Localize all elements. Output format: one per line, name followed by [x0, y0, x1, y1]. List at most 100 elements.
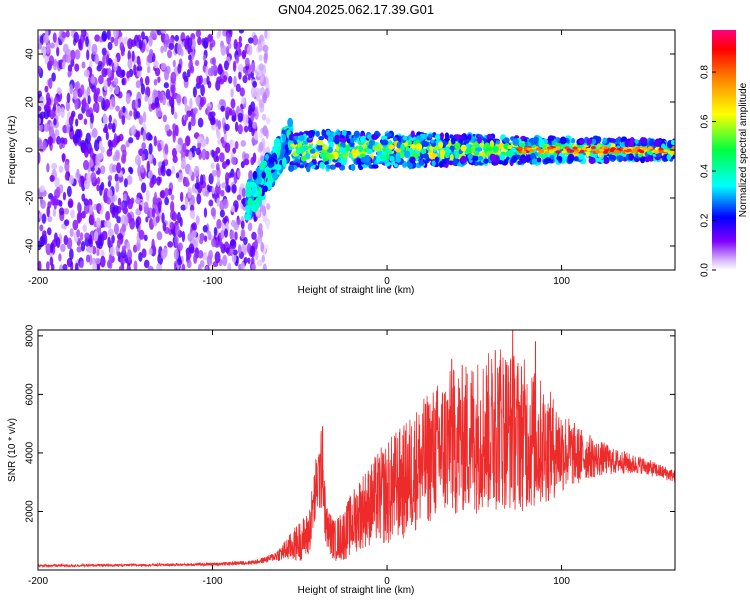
- spectrogram-cell: [177, 63, 182, 74]
- spectrogram-cell: [299, 134, 305, 142]
- spectrogram-cell: [77, 201, 81, 212]
- spectrogram-cell: [671, 146, 675, 150]
- spectrogram-cell: [507, 150, 514, 157]
- spectrogram-cell: [201, 148, 207, 161]
- spectrogram-cell: [258, 98, 265, 108]
- spectrogram-cell: [252, 170, 258, 180]
- spectrogram-cell: [264, 153, 270, 161]
- spectrogram-cell: [492, 146, 498, 152]
- colorbar: 0.0 0.2 0.4 0.6 0.8 Normalized spectral ampl…: [700, 30, 749, 277]
- spectrogram-cell: [418, 160, 425, 166]
- spectrogram-cell: [260, 74, 264, 84]
- spectrogram-cell: [341, 129, 347, 137]
- spectrogram-cell: [520, 157, 527, 163]
- spectrogram-cell: [371, 164, 379, 169]
- spectrogram-cell: [123, 178, 128, 188]
- spectrogram-cell: [281, 134, 287, 143]
- spectrogram-cell: [543, 152, 548, 159]
- spectrogram-cell: [111, 164, 117, 173]
- spectrogram-cell: [171, 165, 176, 175]
- spectrogram-cell: [136, 70, 142, 78]
- spectrogram-cell: [63, 137, 68, 145]
- spectrogram-cell: [129, 167, 134, 175]
- spectrogram-cell: [295, 147, 302, 155]
- spectrogram-cell: [64, 219, 70, 227]
- spectrogram-cell: [444, 151, 450, 159]
- spectrogram-cell: [402, 136, 408, 141]
- spectrogram-cell: [460, 155, 467, 164]
- spectrogram-y-tick-label: 0: [25, 147, 36, 153]
- spectrogram-cell: [148, 247, 153, 255]
- spectrogram-cell: [97, 95, 104, 103]
- spectrogram-cell: [234, 231, 238, 241]
- spectrogram-cell: [315, 130, 320, 137]
- spectrogram-cell: [177, 242, 183, 252]
- spectrogram-cell: [83, 159, 89, 171]
- spectrogram-cell: [113, 223, 120, 235]
- spectrogram-cell: [38, 42, 43, 50]
- spectrogram-cell: [146, 65, 151, 74]
- spectrogram-cell: [219, 241, 224, 249]
- spectrogram-cell: [223, 75, 227, 83]
- spectrogram-cell: [172, 131, 176, 143]
- spectrogram-cell: [353, 130, 361, 139]
- spectrogram-cell: [174, 224, 180, 236]
- spectrogram-cell: [148, 170, 153, 179]
- spectrogram-cell: [272, 171, 279, 181]
- spectrogram-cell: [49, 174, 55, 182]
- spectrogram-cell: [280, 148, 286, 155]
- spectrogram-cell: [248, 170, 253, 181]
- spectrogram-cell: [434, 156, 440, 163]
- spectrogram-cell: [60, 243, 66, 253]
- spectrogram-cell: [503, 137, 510, 143]
- spectrogram-cell: [49, 242, 54, 254]
- spectrogram-cell: [85, 109, 92, 118]
- spectrogram-x-tick-label: -100: [203, 276, 223, 287]
- spectrogram-cell: [70, 209, 75, 219]
- spectrogram-x-tick-label: 100: [553, 276, 570, 287]
- spectrogram-cell: [153, 60, 159, 69]
- spectrogram-cell: [114, 173, 119, 182]
- spectrogram-cell: [243, 213, 251, 221]
- spectrogram-cell: [167, 188, 173, 196]
- spectrogram-cell: [366, 134, 373, 140]
- spectrogram-cell: [245, 204, 251, 215]
- spectrogram-cell: [135, 208, 140, 216]
- spectrogram-cell: [561, 150, 567, 154]
- spectrogram-cell: [247, 222, 253, 232]
- spectrogram-cell: [220, 189, 225, 197]
- spectrogram-cell: [72, 219, 79, 231]
- spectrogram-cell: [140, 164, 145, 174]
- spectrogram-cell: [236, 218, 241, 225]
- spectrogram-cell: [115, 105, 120, 112]
- spectrogram-cell: [114, 56, 118, 68]
- spectrogram-cell: [52, 32, 57, 43]
- spectrogram-cell: [55, 105, 62, 117]
- spectrogram-cell: [65, 30, 70, 38]
- spectrogram-cell: [108, 253, 113, 265]
- spectrogram-cell: [74, 98, 79, 110]
- spectrogram-cell: [55, 237, 61, 248]
- spectrogram-cell: [205, 265, 209, 270]
- spectrogram-cell: [162, 222, 167, 232]
- spectrogram-cell: [464, 138, 470, 144]
- spectrogram-cell: [79, 232, 84, 241]
- spectrogram-cell: [237, 63, 244, 73]
- spectrogram-cell: [172, 59, 176, 68]
- spectrogram-cell: [479, 142, 485, 148]
- spectrogram-cell: [368, 139, 376, 147]
- spectrogram-cell: [62, 43, 69, 54]
- spectrogram-cell: [227, 75, 233, 84]
- spectrogram-cell: [56, 46, 60, 57]
- spectrogram-cell: [438, 141, 444, 148]
- spectrogram-cell: [69, 83, 74, 95]
- spectrogram-cell: [262, 44, 269, 53]
- spectrogram-cell: [52, 208, 57, 217]
- spectrogram-cell: [98, 140, 103, 150]
- spectrogram-cell: [81, 61, 86, 69]
- spectrogram-cell: [188, 243, 195, 254]
- spectrogram-cell: [477, 136, 482, 144]
- spectrogram-cell: [330, 164, 336, 170]
- spectrogram-cell: [247, 257, 251, 264]
- spectrogram-cell: [38, 65, 42, 74]
